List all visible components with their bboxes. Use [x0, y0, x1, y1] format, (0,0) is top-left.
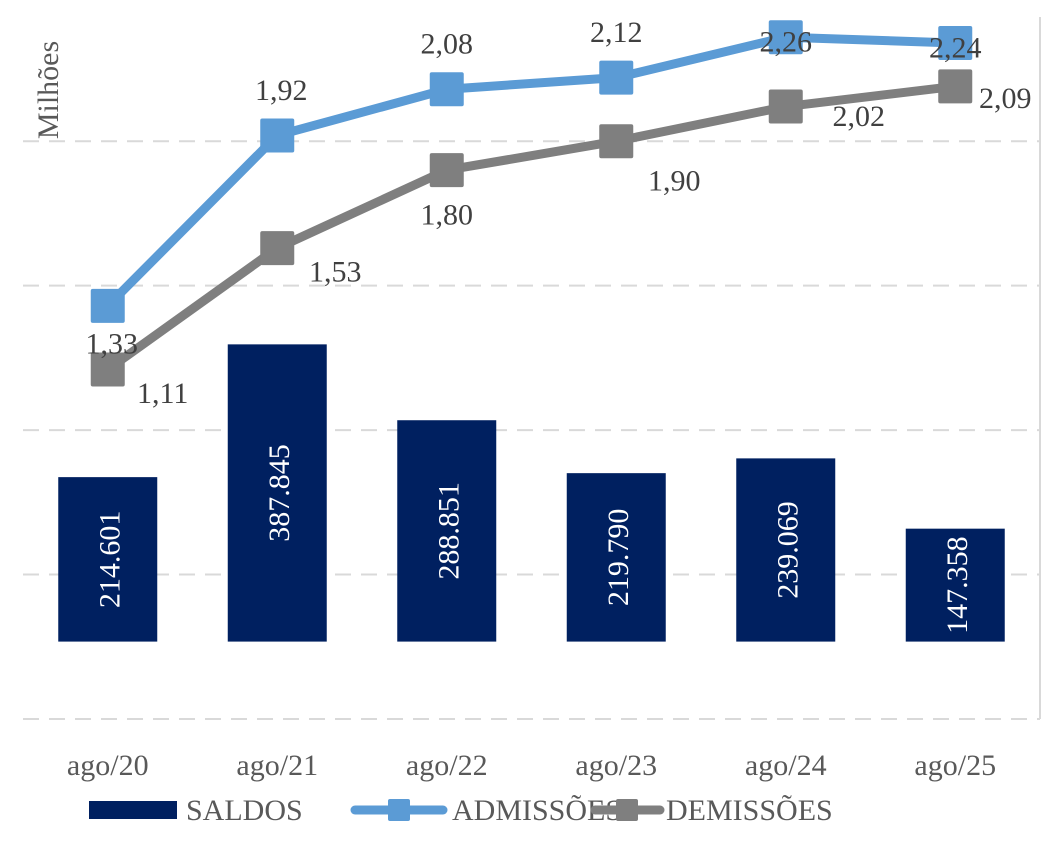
marker-demissoes[interactable]	[938, 69, 973, 104]
marker-admissoes[interactable]	[938, 26, 973, 60]
marker-demissoes[interactable]	[768, 89, 803, 124]
data-labels: 214.601 387.845 288.851 219.790 239.069 147.3…	[86, 16, 1032, 634]
bar-saldos[interactable]	[58, 477, 158, 642]
marker-admissoes[interactable]	[768, 20, 803, 55]
data-label-admissoes: 1,33	[86, 327, 139, 360]
marker-demissoes[interactable]	[260, 231, 295, 266]
data-label-demissoes: 2,09	[979, 82, 1032, 115]
bar-data-label: 147.358	[941, 536, 974, 634]
marker-admissoes[interactable]	[599, 60, 634, 95]
data-label-demissoes: 1,80	[421, 199, 474, 232]
legend-label-demissoes: DEMISSÕES	[666, 794, 833, 827]
legend-item-saldos[interactable]: SALDOS	[89, 794, 303, 827]
x-tick-label: ago/23	[575, 749, 657, 782]
marker-admissoes[interactable]	[260, 118, 295, 153]
data-label-demissoes: 1,90	[648, 165, 701, 198]
marker-demissoes[interactable]	[599, 124, 634, 159]
y-axis-title: Milhões	[32, 41, 65, 139]
data-label-demissoes: 1,11	[137, 377, 188, 410]
bar-saldos[interactable]	[566, 473, 666, 642]
x-tick-label: ago/24	[745, 749, 827, 782]
bar-saldos[interactable]	[905, 528, 1005, 642]
legend-item-demissoes[interactable]: DEMISSÕES	[590, 794, 833, 827]
line-demissoes	[105, 81, 956, 374]
bar-saldos[interactable]	[397, 420, 497, 642]
data-label-admissoes: 2,12	[590, 16, 643, 49]
data-label-demissoes: 1,53	[309, 256, 362, 289]
legend-item-admissoes[interactable]: ADMISSÕES	[350, 794, 622, 827]
marker-admissoes[interactable]	[90, 288, 125, 323]
legend-marker-demissoes	[616, 799, 638, 821]
legend: SALDOS ADMISSÕES DEMISSÕES	[89, 794, 833, 827]
x-axis-ticks: ago/20 ago/21 ago/22 ago/23 ago/24 ago/25	[67, 749, 996, 782]
data-label-admissoes: 2,08	[421, 28, 474, 61]
bar-saldos[interactable]	[736, 458, 836, 642]
bar-data-label: 239.069	[771, 501, 804, 599]
data-label-admissoes: 1,92	[255, 74, 308, 107]
bar-data-label: 214.601	[93, 511, 126, 609]
bar-saldos[interactable]	[227, 344, 327, 642]
lines	[90, 20, 973, 387]
marker-demissoes[interactable]	[90, 352, 125, 387]
data-label-admissoes: 2,24	[929, 32, 982, 65]
marker-demissoes[interactable]	[429, 153, 464, 188]
gridlines	[23, 140, 1040, 720]
data-label-admissoes: 2,26	[760, 26, 813, 59]
x-tick-label: ago/21	[236, 749, 318, 782]
x-tick-label: ago/20	[67, 749, 149, 782]
bar-data-label: 387.845	[263, 444, 296, 542]
legend-swatch-saldos	[89, 801, 177, 819]
line-admissoes	[104, 32, 956, 310]
data-label-demissoes: 2,02	[833, 100, 886, 133]
bars-saldos	[58, 344, 1005, 642]
legend-label-saldos: SALDOS	[186, 794, 303, 827]
legend-marker-admissoes	[388, 799, 410, 821]
marker-admissoes[interactable]	[429, 72, 464, 107]
bar-data-label: 219.790	[602, 509, 635, 607]
x-tick-label: ago/25	[914, 749, 996, 782]
bar-data-label: 288.851	[432, 482, 465, 580]
x-tick-label: ago/22	[406, 749, 488, 782]
